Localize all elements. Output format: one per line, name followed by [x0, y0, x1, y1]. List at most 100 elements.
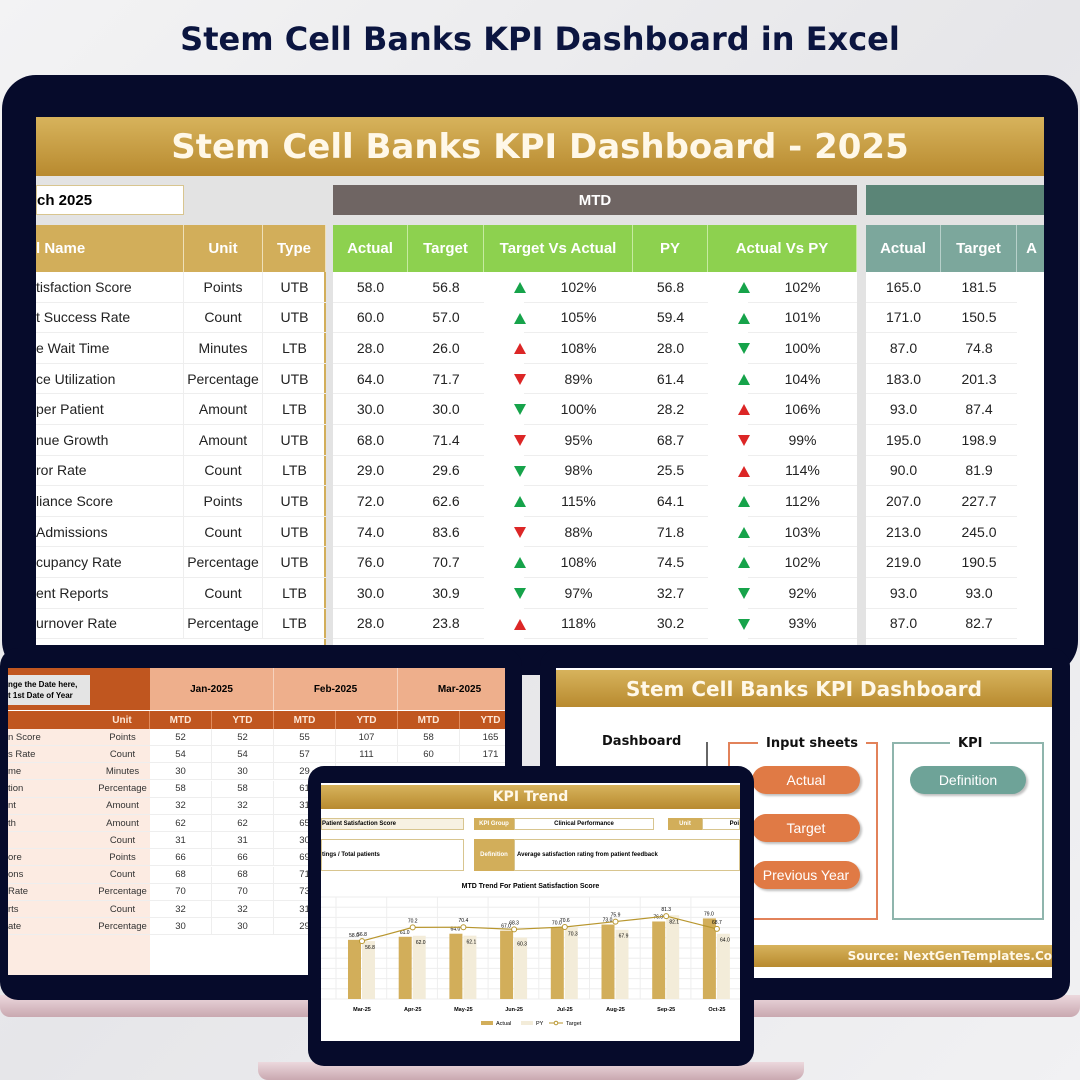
- arrow-down-icon: [514, 435, 526, 446]
- actual-data-label: 70.0: [552, 921, 562, 927]
- row-value[interactable]: 107: [336, 729, 398, 746]
- mtd-py: 59.4: [633, 303, 708, 334]
- row-value[interactable]: 52: [212, 729, 274, 746]
- row-value[interactable]: 32: [150, 901, 212, 918]
- definition-button[interactable]: Definition: [910, 766, 1026, 794]
- row-value[interactable]: 165: [460, 729, 505, 746]
- kpi-name: ce Utilization: [36, 363, 184, 395]
- row-unit: Amount: [95, 815, 150, 832]
- formula-box: tings / Total patients: [321, 839, 464, 871]
- mtd-avpy: 112%: [748, 486, 857, 517]
- py-data-label: 64.0: [720, 938, 730, 944]
- row-value[interactable]: 62: [212, 815, 274, 832]
- row-value[interactable]: 58: [212, 780, 274, 798]
- x-tick-label: Sep-25: [657, 1007, 675, 1013]
- ytd-target: 245.0: [941, 517, 1017, 548]
- mtd-actual: 30.0: [333, 578, 408, 609]
- mtd-tva: 89%: [524, 364, 633, 395]
- row-value[interactable]: 32: [212, 797, 274, 815]
- mtd-py: 64.1: [633, 486, 708, 517]
- row-value[interactable]: 31: [150, 832, 212, 850]
- row-unit: Minutes: [95, 763, 150, 781]
- month-selector[interactable]: ch 2025: [36, 185, 184, 215]
- row-value[interactable]: 66: [212, 849, 274, 867]
- mtd-target: 30.9: [408, 578, 484, 609]
- nav-title: Stem Cell Banks KPI Dashboard: [556, 670, 1052, 707]
- mtd-tva: 88%: [524, 517, 633, 548]
- x-tick-label: Oct-25: [708, 1007, 725, 1013]
- ytd-target: 87.4: [941, 394, 1017, 425]
- row-value[interactable]: 30: [212, 763, 274, 781]
- kpi-unit: Points: [184, 272, 263, 303]
- row-value[interactable]: 62: [150, 815, 212, 832]
- row-value[interactable]: 30: [150, 918, 212, 936]
- row-value[interactable]: 30: [150, 763, 212, 781]
- row-value[interactable]: 68: [150, 866, 212, 884]
- arrow-up-icon: [514, 496, 526, 508]
- arrow-up-icon: [738, 404, 750, 416]
- arrow-up-icon: [738, 557, 750, 569]
- row-value[interactable]: 32: [212, 901, 274, 918]
- py-bar: [716, 933, 730, 999]
- row-value[interactable]: 55: [274, 729, 336, 746]
- kpi-type: UTB: [263, 364, 326, 395]
- ytd-target: 93.0: [941, 578, 1017, 609]
- row-unit: Points: [95, 729, 150, 746]
- row-unit: Percentage: [95, 918, 150, 936]
- row-value[interactable]: 70: [212, 883, 274, 901]
- row-unit: Count: [95, 867, 150, 884]
- ytd-actual: 207.0: [866, 486, 941, 517]
- py-data-label: 62.0: [416, 940, 426, 946]
- kpi-type: LTB: [263, 333, 326, 364]
- row-unit: Count: [95, 746, 150, 764]
- row-value[interactable]: 32: [150, 797, 212, 815]
- row-value[interactable]: 68: [212, 866, 274, 884]
- row-name: Rate: [8, 884, 95, 901]
- kpi-name-select[interactable]: Patient Satisfaction Score: [321, 818, 464, 830]
- mtd-actual: 72.0: [333, 486, 408, 517]
- row-name: s Rate: [8, 746, 95, 764]
- ytd-header: A: [1017, 225, 1044, 272]
- row-value[interactable]: 52: [150, 729, 212, 746]
- kpi-type: LTB: [263, 578, 326, 609]
- sub-header: YTD: [460, 711, 505, 729]
- row-value[interactable]: 31: [212, 832, 274, 850]
- x-tick-label: Jul-25: [557, 1007, 573, 1013]
- kpi-unit: Count: [184, 516, 263, 548]
- arrow-up-icon: [738, 496, 750, 508]
- row-value[interactable]: 58: [398, 729, 460, 746]
- row-value[interactable]: 54: [212, 746, 274, 764]
- previous-year-button[interactable]: Previous Year: [752, 861, 860, 889]
- kpi-name: tisfaction Score: [36, 272, 184, 303]
- ytd-actual: 165.0: [866, 272, 941, 303]
- sub-header: MTD: [274, 711, 336, 729]
- row-value[interactable]: 54: [150, 746, 212, 764]
- ytd-actual: 90.0: [866, 456, 941, 487]
- actual-bar: [398, 936, 412, 999]
- row-value[interactable]: 58: [150, 780, 212, 798]
- mtd-tva: 102%: [524, 272, 633, 303]
- row-value[interactable]: 66: [150, 849, 212, 867]
- target-button[interactable]: Target: [752, 814, 860, 842]
- row-value[interactable]: 70: [150, 883, 212, 901]
- row-value[interactable]: 60: [398, 746, 460, 764]
- mtd-py: 61.4: [633, 364, 708, 395]
- mtd-tva: 95%: [524, 425, 633, 456]
- mtd-actual: 28.0: [333, 609, 408, 640]
- unit-value: Poi: [702, 818, 740, 830]
- row-value[interactable]: 57: [274, 746, 336, 764]
- actual-data-label: 67.0: [501, 924, 511, 930]
- actual-data-label: 58.0: [349, 933, 359, 939]
- kpi-unit: Points: [184, 486, 263, 517]
- row-value[interactable]: 30: [212, 918, 274, 936]
- kpi-unit: Count: [184, 455, 263, 487]
- kpi-unit: Count: [184, 302, 263, 334]
- row-value[interactable]: 171: [460, 746, 505, 764]
- actual-bar: [500, 930, 514, 999]
- row-value[interactable]: 111: [336, 746, 398, 764]
- ytd-target: 74.8: [941, 333, 1017, 364]
- arrow-up-icon: [738, 282, 750, 293]
- mtd-avpy: 100%: [748, 333, 857, 364]
- arrow-down-icon: [514, 373, 526, 385]
- actual-button[interactable]: Actual: [752, 766, 860, 794]
